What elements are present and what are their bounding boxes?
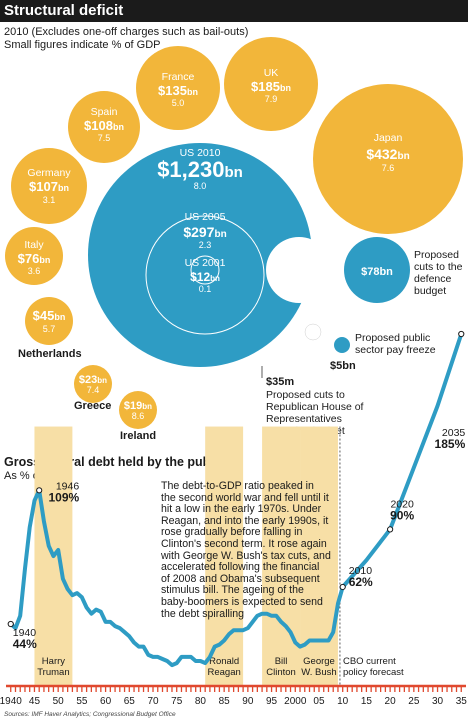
x-tick-label-1940: 1940 <box>0 696 22 707</box>
x-tick-label-1975: 75 <box>171 696 183 707</box>
x-tick-label-2035: 35 <box>456 696 468 707</box>
x-tick-label-2030: 30 <box>432 696 444 707</box>
source-note: Sources: IMF Haver Analytics; Congressio… <box>4 711 176 718</box>
data-value-1940: 44% <box>13 637 37 651</box>
data-point-2020 <box>388 527 393 532</box>
data-point-1946 <box>37 488 42 493</box>
x-tick-label-1960: 60 <box>100 696 112 707</box>
x-tick-label-2025: 25 <box>408 696 420 707</box>
x-tick-label-1955: 55 <box>76 696 88 707</box>
x-tick-label-1965: 65 <box>124 696 136 707</box>
x-tick-label-2010: 10 <box>337 696 349 707</box>
presidency-name-3-b: W. Bush <box>301 667 336 678</box>
presidency-name-0-a: Harry <box>42 656 65 667</box>
data-point-2010 <box>340 584 345 589</box>
data-value-2035: 185% <box>435 437 466 451</box>
presidency-name-0-b: Truman <box>37 667 69 678</box>
forecast-label-b: policy forecast <box>343 667 404 678</box>
chart-description: The debt-to-GDP ratio peaked in the seco… <box>161 481 331 620</box>
x-tick-label-1990: 90 <box>242 696 254 707</box>
x-tick-label-1970: 70 <box>147 696 159 707</box>
presidency-name-1-b: Reagan <box>208 667 241 678</box>
data-point-2035 <box>459 331 464 336</box>
presidency-name-2-a: Bill <box>275 656 288 667</box>
x-tick-label-1950: 50 <box>53 696 65 707</box>
x-tick-label-2015: 15 <box>361 696 373 707</box>
data-point-1940 <box>8 621 13 626</box>
x-tick-label-2020: 20 <box>385 696 397 707</box>
presidency-name-2-b: Clinton <box>266 667 296 678</box>
presidency-name-3-a: George <box>303 656 335 667</box>
presidency-name-1-a: Ronald <box>209 656 239 667</box>
data-value-1946: 109% <box>48 490 79 504</box>
x-tick-label-2005: 05 <box>313 696 325 707</box>
x-tick-label-1995: 95 <box>266 696 278 707</box>
x-tick-label-1945: 45 <box>29 696 41 707</box>
x-tick-label-1980: 80 <box>195 696 207 707</box>
data-value-2010: 62% <box>349 575 373 589</box>
x-tick-label-1985: 85 <box>219 696 231 707</box>
x-tick-label-2000: 2000 <box>284 696 307 707</box>
forecast-label-a: CBO current <box>343 656 396 667</box>
data-value-2020: 90% <box>390 508 414 522</box>
